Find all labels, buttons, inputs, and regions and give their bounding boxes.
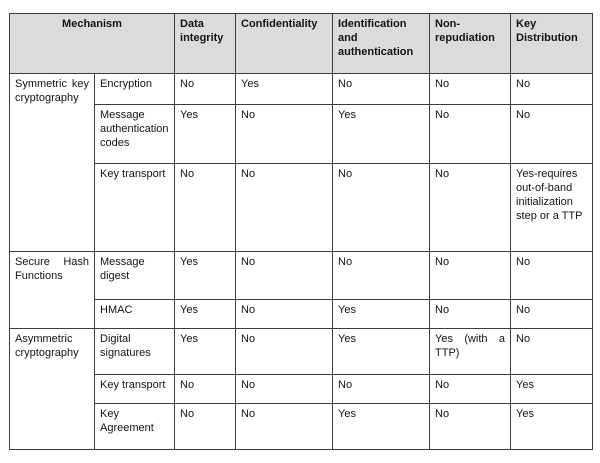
security-mechanisms-table: Mechanism Data integrity Confidentiality… — [8, 13, 594, 450]
value-cell: No — [429, 73, 512, 105]
value-cell: Yes-requires out-of-band initialization … — [510, 163, 594, 252]
header-cell-confidentiality: Confidentiality — [235, 13, 334, 74]
value-cell: No — [510, 299, 594, 329]
value-cell: No — [510, 104, 594, 164]
value-cell: No — [510, 73, 594, 105]
value-cell: No — [429, 403, 512, 450]
value-cell: No — [332, 374, 431, 404]
table-row: Message authentication codes Yes No Yes … — [10, 104, 594, 164]
mechanism-cell: Digital signatures — [93, 328, 176, 375]
value-cell: Yes — [235, 73, 334, 105]
value-cell: Yes — [510, 403, 594, 450]
value-cell: Yes — [332, 299, 431, 329]
value-cell: No — [174, 374, 237, 404]
mechanism-cell: Key Agreement — [93, 403, 176, 450]
table-row: Key transport No No No No Yes-requires o… — [10, 163, 594, 252]
value-cell: No — [235, 403, 334, 450]
table-row: Key transport No No No No Yes — [10, 374, 594, 404]
value-cell: No — [429, 163, 512, 252]
value-cell: No — [235, 104, 334, 164]
mechanism-cell: Key transport — [93, 374, 176, 404]
table-row: Symmetric key cryptography Encryption No… — [9, 73, 594, 252]
value-cell: Yes — [332, 104, 431, 164]
mechanism-cell: Message digest — [93, 251, 176, 300]
value-cell: Yes — [174, 299, 237, 329]
value-cell: No — [174, 163, 237, 252]
table-row: HMAC Yes No Yes No No — [10, 299, 594, 329]
header-cell-mechanism: Mechanism — [8, 13, 176, 74]
value-cell: Yes — [332, 403, 431, 450]
table-row: Key Agreement No No Yes No Yes — [10, 403, 594, 450]
mechanism-cell: Message authentication codes — [93, 104, 176, 164]
value-cell: No — [429, 299, 512, 329]
table-row: Secure Hash Functions Message digest Yes… — [9, 251, 594, 329]
value-cell: Yes — [174, 328, 237, 375]
header-row: Mechanism Data integrity Confidentiality… — [8, 13, 594, 74]
value-cell: No — [429, 374, 512, 404]
value-cell: No — [174, 403, 237, 450]
value-cell: No — [510, 251, 594, 300]
value-cell: No — [510, 328, 594, 375]
value-cell: No — [235, 328, 334, 375]
header-cell-key-distribution: Key Distribution — [510, 13, 594, 74]
value-cell: No — [429, 251, 512, 300]
category-cell-asymmetric: Asymmetric cryptography — [9, 328, 95, 450]
mechanism-cell: Encryption — [93, 73, 176, 105]
mechanism-cell: Key transport — [93, 163, 176, 252]
value-cell: Yes — [332, 328, 431, 375]
value-cell: No — [429, 104, 512, 164]
value-cell: Yes — [510, 374, 594, 404]
value-cell: No — [235, 374, 334, 404]
value-cell: Yes — [174, 251, 237, 300]
value-cell: No — [332, 163, 431, 252]
value-cell: Yes (with a TTP) — [429, 328, 512, 375]
category-cell-secure-hash: Secure Hash Functions — [9, 251, 95, 329]
value-cell: No — [235, 299, 334, 329]
value-cell: No — [235, 163, 334, 252]
category-cell-symmetric: Symmetric key cryptography — [9, 73, 95, 252]
value-cell: No — [332, 251, 431, 300]
value-cell: No — [174, 73, 237, 105]
value-cell: No — [235, 251, 334, 300]
header-cell-non-repudiation: Non-repudiation — [429, 13, 512, 74]
header-cell-identification-authentication: Identification and authentication — [332, 13, 431, 74]
table-row: Asymmetric cryptography Digital signatur… — [9, 328, 594, 450]
mechanism-cell: HMAC — [93, 299, 176, 329]
value-cell: Yes — [174, 104, 237, 164]
value-cell: No — [332, 73, 431, 105]
header-cell-data-integrity: Data integrity — [174, 13, 237, 74]
